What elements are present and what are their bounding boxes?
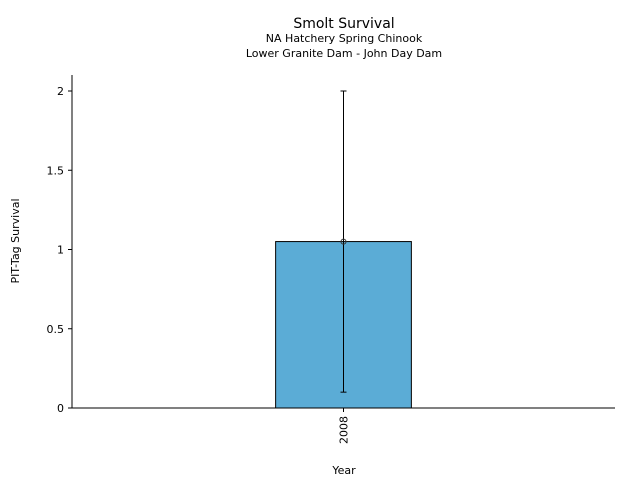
data-point (340, 238, 347, 245)
plot-area: 2008 0 0.5 1 1.5 2 (47, 75, 615, 444)
x-axis-label: Year (331, 464, 356, 477)
chart-subtitle-2: Lower Granite Dam - John Day Dam (246, 47, 442, 60)
y-tick-label: 1.5 (47, 164, 65, 177)
y-tick-label: 2 (57, 85, 64, 98)
x-tick-label: 2008 (338, 416, 351, 444)
y-axis-label: PIT-Tag Survival (9, 198, 22, 283)
chart-title: Smolt Survival (293, 16, 394, 32)
y-tick-label: 0 (57, 402, 64, 415)
y-tick-label: 1 (57, 244, 64, 257)
chart-subtitle-1: NA Hatchery Spring Chinook (266, 32, 423, 45)
y-tick-label: 0.5 (47, 323, 65, 336)
